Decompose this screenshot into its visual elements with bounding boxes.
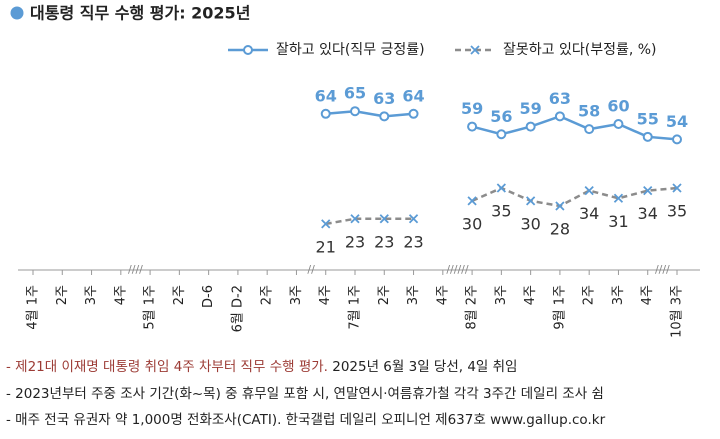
data-point: [496, 129, 507, 140]
data-point: [525, 196, 536, 206]
x-tick-label: 4월 1주: [26, 285, 41, 330]
x-tick-label: 2주: [55, 285, 70, 305]
series-line: [325, 186, 678, 226]
data-label: 65: [344, 84, 366, 103]
x-tick-label: 3주: [84, 285, 99, 305]
data-point: [613, 119, 624, 130]
axis-break: //////: [446, 263, 469, 276]
legend-marker: [243, 45, 253, 55]
x-tick-label: 4주: [113, 285, 128, 305]
x-tick-label: D-6: [201, 285, 216, 308]
x-tick-label: 6월 D-2: [230, 285, 245, 332]
data-label: 31: [608, 212, 628, 231]
data-label: 28: [550, 219, 570, 238]
series-line: [325, 109, 678, 141]
x-tick-label: 10월 3주: [670, 285, 685, 338]
data-label: 35: [667, 202, 687, 221]
data-label: 23: [345, 232, 365, 251]
x-tick-label: 4주: [640, 285, 655, 305]
x-tick-label: 4주: [318, 285, 333, 305]
data-point: [584, 124, 595, 135]
data-label: 58: [578, 102, 600, 121]
data-point: [525, 121, 536, 132]
data-label: 30: [462, 214, 482, 233]
data-label: 59: [520, 99, 542, 118]
x-tick-label: 2주: [172, 285, 187, 305]
data-point: [642, 131, 653, 142]
legend-label: 잘하고 있다(직무 긍정률): [276, 42, 425, 58]
axis-break: ////: [655, 263, 670, 276]
x-tick-label: 3주: [494, 285, 509, 305]
x-tick-label: 3주: [289, 285, 304, 305]
data-label: 23: [374, 232, 394, 251]
data-point: [467, 196, 477, 206]
data-point: [613, 193, 624, 203]
data-point: [672, 183, 682, 193]
data-label: 64: [315, 86, 337, 105]
data-point: [496, 183, 507, 193]
x-tick-label: 2주: [582, 285, 597, 305]
data-point: [350, 106, 360, 117]
x-tick-label: 3주: [406, 285, 421, 305]
data-label: 30: [520, 214, 540, 233]
data-point: [408, 214, 419, 224]
x-tick-label: 7월 1주: [348, 285, 363, 330]
data-label: 64: [402, 86, 424, 105]
data-point: [379, 214, 389, 224]
data-point: [643, 185, 653, 196]
data-label: 34: [638, 204, 658, 223]
x-tick-label: 4주: [523, 285, 538, 305]
data-point: [554, 111, 565, 122]
note: - 2023년부터 주중 조사 기간(화~목) 중 휴무일 포함 시, 연말연시…: [6, 386, 604, 402]
data-label: 60: [607, 97, 629, 116]
data-label: 55: [637, 109, 659, 128]
x-tick-label: 2주: [377, 285, 392, 305]
data-point: [467, 121, 478, 132]
data-label: 59: [461, 99, 483, 118]
x-tick-label: 5월 1주: [143, 285, 158, 330]
data-point: [321, 219, 331, 229]
data-point: [672, 134, 682, 145]
data-point: [408, 108, 419, 119]
data-label: 23: [403, 232, 423, 251]
x-tick-label: 9월 1주: [552, 285, 567, 330]
data-label: 34: [579, 204, 599, 223]
data-point: [350, 214, 360, 224]
axis-break: ////: [128, 263, 143, 276]
data-label: 56: [490, 107, 512, 126]
data-label: 63: [373, 89, 395, 108]
note: - 매주 전국 유권자 약 1,000명 전화조사(CATI). 한국갤럽 데일…: [6, 412, 606, 428]
x-tick-label: 2주: [260, 285, 275, 305]
title-dot: [10, 6, 24, 20]
axis-break: //: [307, 263, 315, 276]
note: - 제21대 이재명 대통령 취임 4주 차부터 직무 수행 평가. 2025년…: [6, 359, 517, 375]
data-point: [379, 111, 390, 122]
note-text: 2025년 6월 3일 당선, 4일 취임: [328, 359, 518, 375]
data-label: 63: [549, 89, 571, 108]
data-label: 35: [491, 202, 511, 221]
legend-marker: [470, 45, 480, 55]
chart-title: 대통령 직무 수행 평가: 2025년: [30, 4, 250, 23]
data-label: 21: [316, 237, 336, 256]
data-label: 54: [666, 112, 688, 131]
data-point: [555, 201, 565, 211]
note-highlight: - 제21대 이재명 대통령 취임 4주 차부터 직무 수행 평가.: [6, 359, 328, 375]
x-tick-label: 3주: [611, 285, 626, 305]
x-tick-label: 8월 2주: [465, 285, 480, 330]
legend-label: 잘못하고 있다(부정률, %): [503, 42, 657, 58]
data-point: [320, 108, 331, 119]
data-point: [584, 185, 594, 196]
x-tick-label: 4주: [435, 285, 450, 305]
